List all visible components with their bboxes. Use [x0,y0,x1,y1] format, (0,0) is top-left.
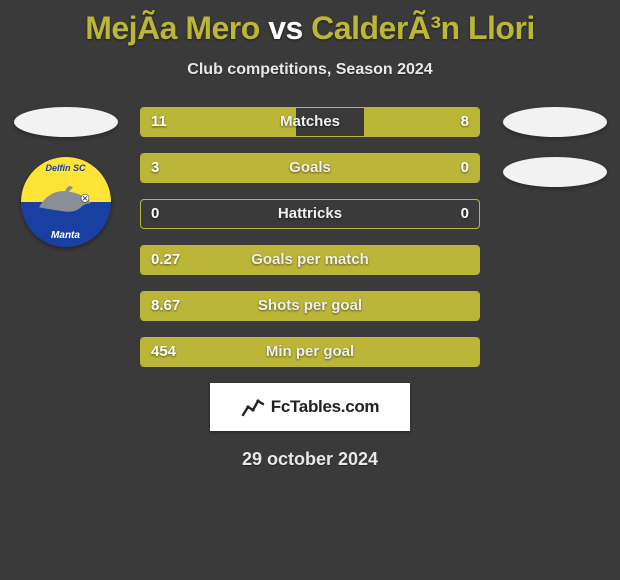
player2-avatar-placeholder [503,107,607,137]
vs-text: vs [268,10,311,46]
stat-left-value: 0 [151,200,159,228]
bar-left [141,154,405,182]
stats-table: 11Matches83Goals00Hattricks00.27Goals pe… [140,107,480,367]
stat-row: 0.27Goals per match [140,245,480,275]
stat-left-value: 3 [151,154,159,182]
stat-left-value: 454 [151,338,176,366]
left-column: Delfin SC Manta [8,107,123,247]
player2-name: CalderÃ³n Llori [311,10,535,46]
badge-bottom-text: Manta [21,230,111,241]
dolphin-icon [35,183,97,217]
player1-club-badge: Delfin SC Manta [21,157,111,247]
stat-label: Hattricks [141,200,479,228]
brand-logo-icon [241,395,265,419]
stat-left-value: 8.67 [151,292,180,320]
bar-left [141,246,479,274]
bar-left [141,292,479,320]
brand-box: FcTables.com [210,383,410,431]
brand-text: FcTables.com [271,397,380,417]
player1-avatar-placeholder [14,107,118,137]
player2-club-badge-placeholder [503,157,607,187]
stat-row: 454Min per goal [140,337,480,367]
stat-right-value: 0 [461,200,469,228]
stat-right-value: 8 [461,108,469,136]
player1-name: MejÃ­a Mero [85,10,268,46]
comparison-arena: Delfin SC Manta 11Matches83Goals00Hattri… [0,107,620,367]
stat-left-value: 0.27 [151,246,180,274]
bar-left [141,338,479,366]
right-column [497,107,612,207]
badge-top-text: Delfin SC [21,163,111,173]
stat-row: 8.67Shots per goal [140,291,480,321]
subtitle: Club competitions, Season 2024 [0,61,620,79]
stat-left-value: 11 [151,108,167,136]
stat-right-value: 0 [461,154,469,182]
page-title: MejÃ­a Mero vs CalderÃ³n Llori [0,0,620,47]
stat-row: 0Hattricks0 [140,199,480,229]
stat-row: 3Goals0 [140,153,480,183]
stat-row: 11Matches8 [140,107,480,137]
date-text: 29 october 2024 [0,449,620,470]
